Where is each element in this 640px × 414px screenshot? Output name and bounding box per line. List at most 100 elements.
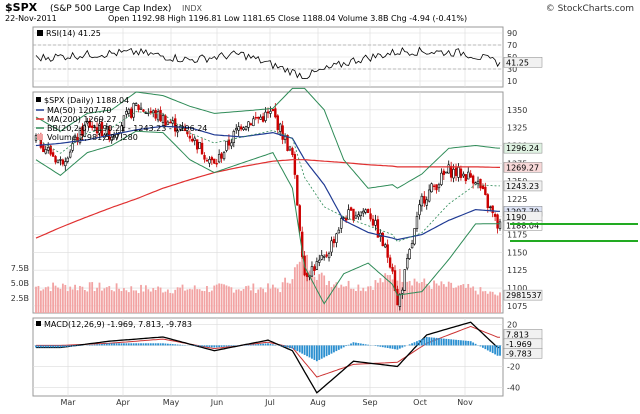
candle-body xyxy=(162,115,164,122)
candle-body xyxy=(448,165,450,173)
macd-histogram-bar xyxy=(169,344,171,346)
candle-body xyxy=(470,174,472,178)
rsi-tick-label: 90 xyxy=(507,29,517,38)
macd-histogram-bar xyxy=(382,345,384,347)
candle-body xyxy=(128,110,130,114)
candle-body xyxy=(140,108,142,109)
macd-histogram-bar xyxy=(265,343,267,345)
macd-histogram-bar xyxy=(201,345,203,346)
candle-body xyxy=(443,171,445,174)
candle-body xyxy=(223,152,225,158)
macd-histogram-bar xyxy=(414,342,416,345)
candle-body xyxy=(299,206,301,231)
macd-histogram-bar xyxy=(116,343,118,345)
candle-body xyxy=(133,103,135,117)
macd-legend-swatch xyxy=(36,321,41,326)
macd-tick-label: -40 xyxy=(507,384,520,393)
candle-body xyxy=(277,116,279,130)
candle-body xyxy=(499,222,501,229)
volume-value-badge: 2981537 xyxy=(506,291,542,300)
candle-body xyxy=(194,138,196,140)
macd-histogram-bar xyxy=(38,345,40,347)
volume-bar xyxy=(262,289,264,313)
macd-histogram-bar xyxy=(282,345,284,346)
candle-body xyxy=(235,128,237,129)
candle-body xyxy=(260,117,262,119)
candle-body xyxy=(152,111,154,113)
price-tick-label: 1350 xyxy=(507,106,527,115)
macd-histogram-bar xyxy=(252,344,254,345)
volume-bar xyxy=(228,286,230,313)
price-tick-label: 1325 xyxy=(507,124,527,133)
macd-histogram-bar xyxy=(338,345,340,349)
volume-bar xyxy=(480,287,482,313)
macd-histogram-bar xyxy=(262,344,264,346)
volume-bar xyxy=(499,292,501,313)
candle-body xyxy=(465,174,467,180)
volume-bar xyxy=(199,289,201,313)
candle-body xyxy=(362,211,364,213)
brand-label[interactable]: © StockCharts.com xyxy=(546,4,634,14)
macd-histogram-bar xyxy=(294,345,296,349)
candle-body xyxy=(477,181,479,184)
candle-body xyxy=(426,200,428,206)
volume-bar xyxy=(111,290,113,313)
macd-histogram-bar xyxy=(55,345,57,347)
volume-bar xyxy=(426,284,428,313)
macd-histogram-bar xyxy=(172,344,174,345)
macd-histogram-bar xyxy=(492,345,494,353)
macd-histogram-bar xyxy=(279,345,281,346)
volume-bar xyxy=(419,283,421,313)
candle-body xyxy=(221,154,223,159)
candle-body xyxy=(411,243,413,247)
volume-bar xyxy=(86,291,88,313)
candle-body xyxy=(318,260,320,262)
candle-body xyxy=(494,214,496,216)
month-label: Apr xyxy=(116,398,131,407)
candle-body xyxy=(333,239,335,243)
volume-bar xyxy=(497,296,499,313)
volume-bar xyxy=(233,293,235,313)
candle-body xyxy=(423,196,425,203)
candle-body xyxy=(467,172,469,179)
volume-bar xyxy=(306,255,308,313)
volume-bar xyxy=(458,286,460,313)
value-badges: 41.251296.241269.271243.231207.701190118… xyxy=(504,57,542,358)
candle-body xyxy=(191,139,193,141)
macd-histogram-bar xyxy=(460,340,462,345)
macd-histogram-bar xyxy=(357,343,359,345)
date-label: 22-Nov-2011 xyxy=(5,14,57,23)
volume-bar xyxy=(245,286,247,313)
macd-histogram-bar xyxy=(208,345,210,347)
macd-histogram-bar xyxy=(304,345,306,354)
volume-bar xyxy=(431,289,433,313)
macd-histogram-bar xyxy=(472,343,474,346)
volume-bar xyxy=(116,283,118,313)
volume-bar xyxy=(103,288,105,313)
volume-bar xyxy=(94,291,96,313)
volume-bar xyxy=(274,287,276,313)
macd-histogram-bar xyxy=(499,345,501,355)
volume-bar xyxy=(260,287,262,313)
volume-bar xyxy=(38,286,40,313)
macd-histogram-bar xyxy=(118,343,120,345)
candle-body xyxy=(409,249,411,258)
candle-body xyxy=(289,147,291,150)
macd-histogram-bar xyxy=(106,344,108,346)
macd-histogram-bar xyxy=(206,345,208,347)
macd-histogram-bar xyxy=(409,344,411,345)
volume-bar xyxy=(382,282,384,313)
volume-bar xyxy=(42,289,44,313)
candle-body xyxy=(125,111,127,114)
candle-body xyxy=(57,160,59,163)
candle-body xyxy=(416,216,418,228)
volume-bar xyxy=(475,291,477,313)
candle-body xyxy=(296,175,298,205)
volume-bar xyxy=(69,287,71,313)
candle-body xyxy=(350,208,352,211)
macd-histogram-bar xyxy=(331,345,333,353)
volume-bar xyxy=(252,284,254,313)
macd-histogram-bar xyxy=(423,338,425,345)
volume-bar xyxy=(57,288,59,313)
candle-body xyxy=(196,140,198,150)
